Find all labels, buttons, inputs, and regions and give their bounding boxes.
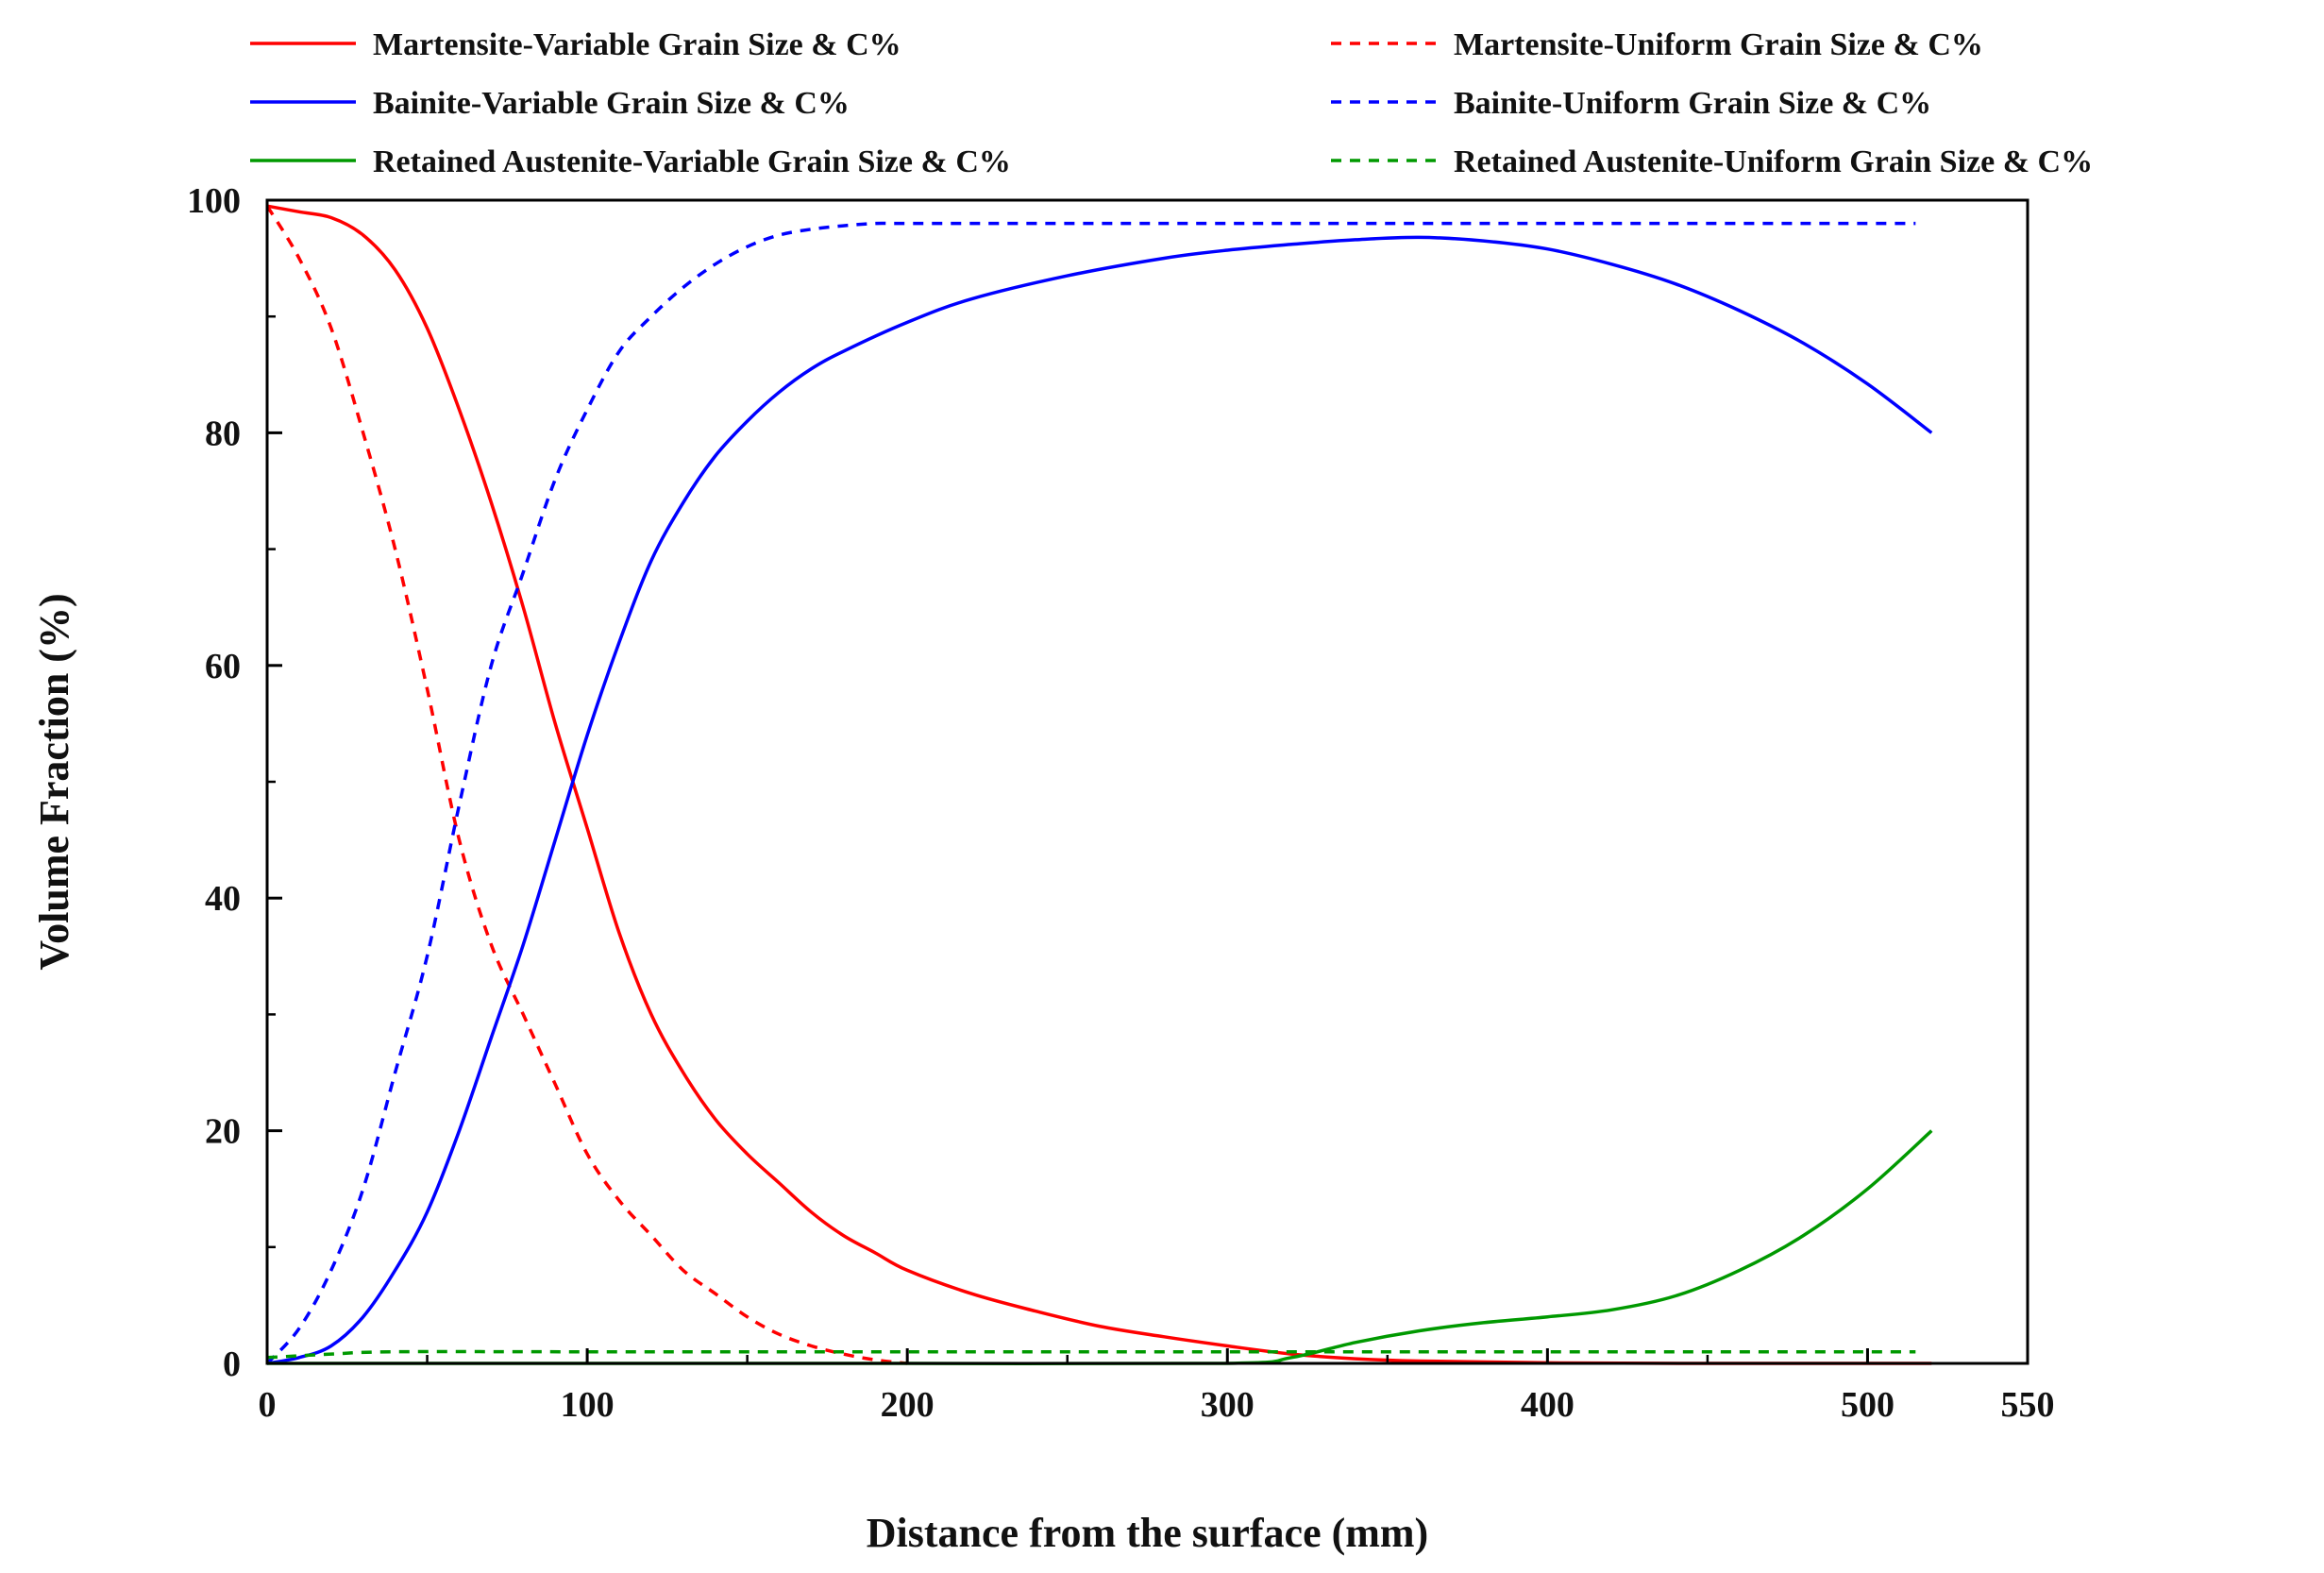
legend-label: Martensite-Variable Grain Size & C% (373, 27, 901, 62)
plot-frame (265, 198, 2029, 1365)
legend-label: Retained Austenite-Variable Grain Size &… (373, 144, 1011, 179)
y-tick-label: 100 (187, 181, 241, 221)
x-tick-label: 500 (1841, 1385, 1895, 1425)
series-line-bainite-uniform-grain-size-c (265, 221, 1916, 1365)
x-tick-label: 300 (1201, 1385, 1255, 1425)
x-tick-label: 550 (2001, 1385, 2055, 1425)
series-line-retained-austenite-variable-grain-size-c (267, 1129, 1933, 1366)
legend-label: Bainite-Variable Grain Size & C% (373, 86, 850, 121)
x-axis-title: Distance from the surface (mm) (867, 1510, 1428, 1556)
legend-label: Retained Austenite-Uniform Grain Size & … (1454, 144, 2093, 179)
legend-label: Martensite-Uniform Grain Size & C% (1454, 27, 1983, 62)
series-line-bainite-variable-grain-size-c (266, 235, 1933, 1365)
y-tick-label: 0 (223, 1345, 241, 1384)
y-tick-label: 80 (205, 414, 241, 453)
x-tick-label: 200 (881, 1385, 935, 1425)
y-tick-label: 60 (205, 647, 241, 686)
axes: 0 100 200 300 400 500 550 0 20 40 60 80 100 (187, 181, 2055, 1425)
y-tick-label: 40 (205, 879, 241, 919)
x-tick-label: 0 (259, 1385, 277, 1425)
series-line-martensite-uniform-grain-size-c (265, 205, 908, 1365)
series-line-martensite-variable-grain-size-c (266, 204, 1932, 1365)
plot-series (265, 204, 1933, 1366)
y-tick-label: 20 (205, 1112, 241, 1152)
y-axis-title: Volume Fraction (%) (31, 593, 77, 970)
legend-label: Bainite-Uniform Grain Size & C% (1454, 86, 1931, 121)
legend: Martensite-Variable Grain Size & C% Marte… (250, 27, 2093, 179)
x-tick-label: 100 (561, 1385, 615, 1425)
series-line-retained-austenite-uniform-grain-size-c (266, 1349, 1916, 1360)
x-tick-label: 400 (1521, 1385, 1575, 1425)
